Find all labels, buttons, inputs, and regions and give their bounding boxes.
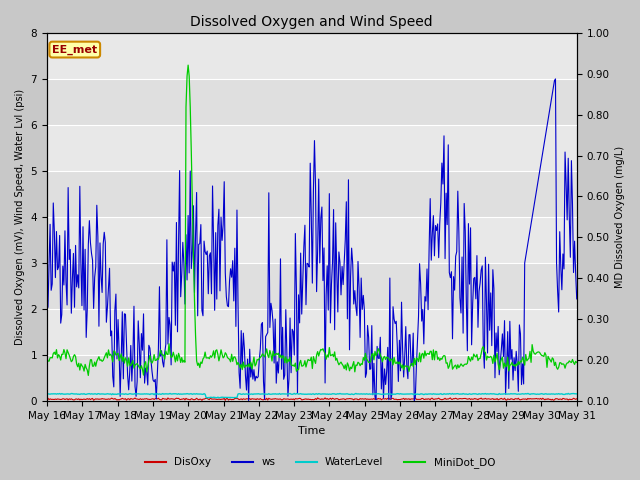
Bar [47,217,577,263]
ws [573,296,580,302]
DisOxy [314,395,321,401]
X-axis label: Time: Time [298,426,325,436]
MiniDot_DO [43,355,51,360]
ws [43,286,51,291]
WaterLevel [360,391,367,397]
Line: MiniDot_DO: MiniDot_DO [47,65,577,375]
ws [410,398,418,404]
ws [552,76,559,82]
Line: ws: ws [47,79,577,401]
Text: EE_met: EE_met [52,45,97,55]
MiniDot_DO [479,344,487,349]
DisOxy [296,396,303,401]
ws [298,311,305,317]
MiniDot_DO [184,62,192,68]
DisOxy [479,396,487,402]
ws [358,307,366,312]
WaterLevel [296,391,303,397]
WaterLevel [331,391,339,397]
WaterLevel [524,391,532,396]
Bar [47,355,577,401]
Y-axis label: Dissolved Oxygen (mV), Wind Speed, Water Lvl (psi): Dissolved Oxygen (mV), Wind Speed, Water… [15,89,25,345]
WaterLevel [563,391,570,396]
Bar [47,263,577,309]
WaterLevel [213,395,221,401]
MiniDot_DO [563,361,570,367]
DisOxy [198,397,206,403]
MiniDot_DO [300,362,308,368]
Title: Dissolved Oxygen and Wind Speed: Dissolved Oxygen and Wind Speed [191,15,433,29]
Bar [47,33,577,79]
MiniDot_DO [332,357,340,363]
MiniDot_DO [573,360,580,365]
Line: DisOxy: DisOxy [47,398,577,400]
MiniDot_DO [84,372,92,378]
WaterLevel [573,391,580,397]
DisOxy [299,397,307,403]
ws [330,207,337,213]
Bar [47,125,577,171]
WaterLevel [43,391,51,396]
MiniDot_DO [297,358,305,363]
Line: WaterLevel: WaterLevel [47,394,577,398]
DisOxy [573,396,580,402]
Y-axis label: MD Dissolved Oxygen (mg/L): MD Dissolved Oxygen (mg/L) [615,146,625,288]
WaterLevel [478,391,486,396]
MiniDot_DO [360,358,368,363]
ws [294,292,302,298]
DisOxy [563,396,570,402]
ws [563,181,570,187]
WaterLevel [299,391,307,397]
Legend: DisOxy, ws, WaterLevel, MiniDot_DO: DisOxy, ws, WaterLevel, MiniDot_DO [141,453,499,472]
DisOxy [43,396,51,402]
ws [478,263,486,269]
DisOxy [360,396,368,402]
Bar [47,79,577,125]
DisOxy [332,396,340,402]
Bar [47,309,577,355]
Bar [47,171,577,217]
